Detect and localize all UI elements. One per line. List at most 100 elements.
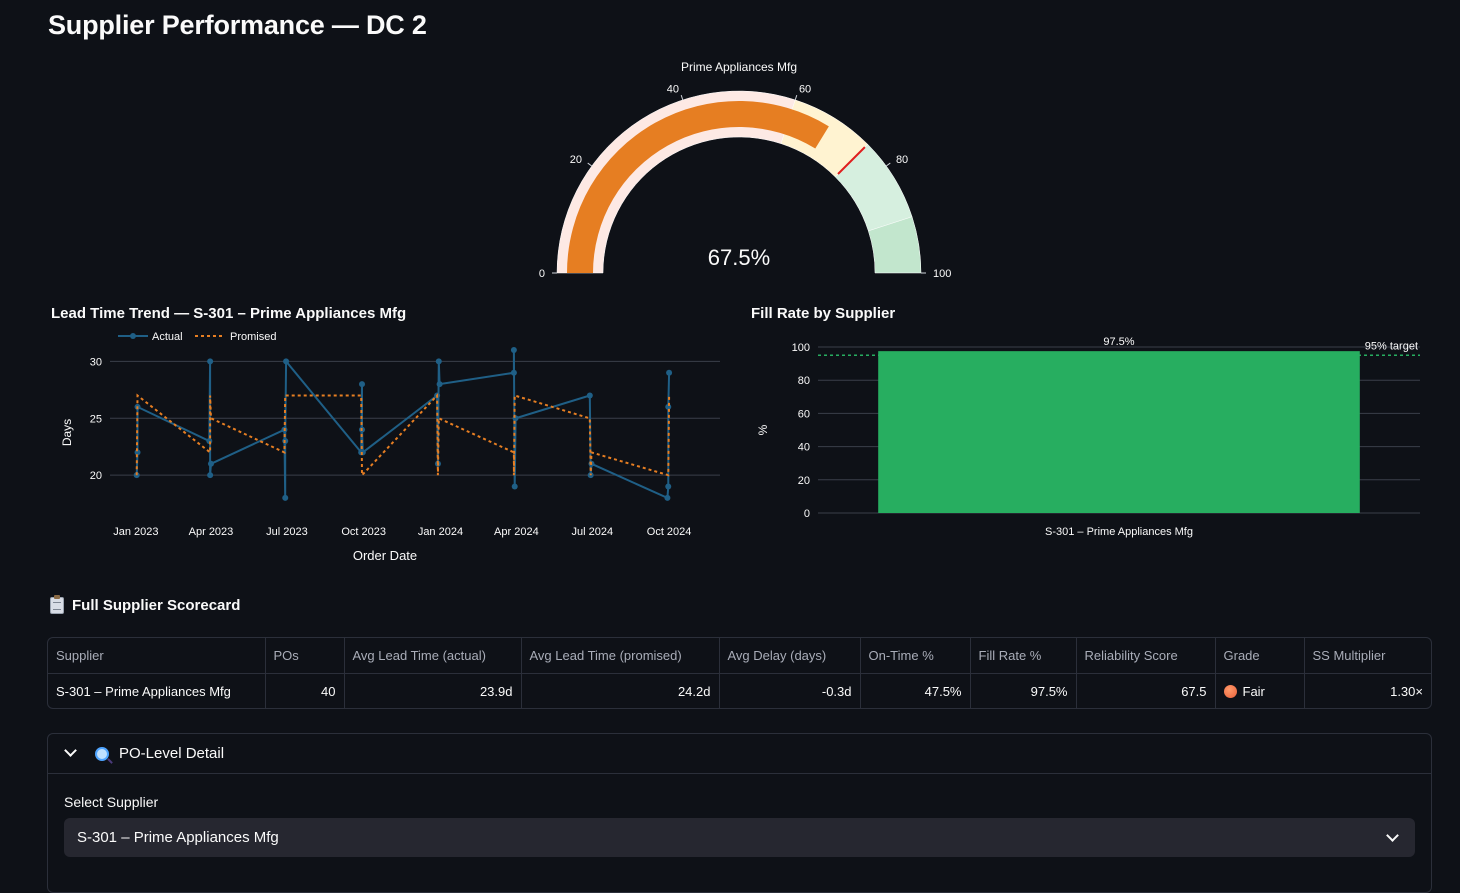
- x-tick-label: Oct 2023: [341, 526, 386, 538]
- x-tick-label: Apr 2024: [494, 526, 539, 538]
- y-axis-label: Days: [60, 419, 74, 446]
- gauge-tick-mark: [794, 94, 798, 101]
- gauge-step-3: [868, 216, 922, 274]
- lead-time-chart-title: Lead Time Trend — S-301 – Prime Applianc…: [51, 305, 406, 322]
- col-header-reliability[interactable]: Reliability Score: [1076, 638, 1216, 674]
- clipboard-icon: [50, 595, 64, 614]
- gauge-tick-label: 100: [933, 268, 951, 280]
- data-point: [436, 381, 443, 388]
- x-tick-label: Apr 2023: [189, 526, 234, 538]
- y-tick-label: 20: [798, 475, 810, 487]
- table-header-row: Supplier POs Avg Lead Time (actual) Avg …: [48, 638, 1431, 674]
- fill-rate-chart-title: Fill Rate by Supplier: [751, 305, 895, 322]
- grade-circle-icon: [1223, 685, 1237, 698]
- x-tick-label: Jul 2024: [572, 526, 614, 538]
- cell-reliability[interactable]: 67.5: [1076, 673, 1216, 708]
- data-point: [283, 358, 290, 365]
- cell-supplier[interactable]: S-301 – Prime Appliances Mfg: [48, 673, 266, 708]
- chevron-down-icon: [1386, 829, 1399, 842]
- data-point: [665, 483, 672, 490]
- cell-avg-lead-actual[interactable]: 23.9d: [344, 673, 522, 708]
- select-supplier-label: Select Supplier: [64, 794, 159, 810]
- data-point: [207, 472, 214, 479]
- x-tick-label: S-301 – Prime Appliances Mfg: [1045, 526, 1193, 538]
- scorecard-title: Full Supplier Scorecard: [50, 595, 241, 614]
- scorecard-title-text: Full Supplier Scorecard: [72, 597, 241, 614]
- supplier-select[interactable]: S-301 – Prime Appliances Mfg: [64, 818, 1415, 857]
- legend-actual-marker: [130, 333, 136, 339]
- data-point: [512, 415, 519, 422]
- y-tick-label: 40: [798, 442, 810, 454]
- col-header-on-time[interactable]: On-Time %: [860, 638, 971, 674]
- scorecard-table[interactable]: Supplier POs Avg Lead Time (actual) Avg …: [47, 637, 1432, 709]
- data-point: [586, 392, 593, 399]
- gauge-value-label: 67.5%: [708, 245, 770, 270]
- data-point: [510, 369, 517, 376]
- data-point: [207, 460, 214, 467]
- po-detail-toggle[interactable]: PO-Level Detail: [48, 734, 1431, 774]
- gauge-tick-label: 0: [539, 268, 545, 280]
- data-point: [510, 347, 517, 353]
- fill-rate-chart: Fill Rate by Supplier 0 20 40 60 80 100% 97.5% S…: [751, 305, 1420, 538]
- chevron-down-icon: [64, 744, 77, 757]
- target-label: 95% target: [1365, 340, 1418, 352]
- gauge-value-bar: [567, 100, 829, 273]
- reliability-gauge: 0 20 40 60 80 100 Prime Appliances Mfg 67.5%: [539, 60, 951, 280]
- lead-time-chart: Lead Time Trend — S-301 – Prime Applianc…: [51, 305, 720, 563]
- gauge-threshold-line: [837, 146, 866, 175]
- cell-on-time[interactable]: 47.5%: [860, 673, 971, 708]
- gauge-tick-label: 20: [570, 154, 582, 166]
- data-point: [359, 381, 366, 388]
- magnifier-icon: [95, 746, 109, 761]
- cell-avg-lead-promised[interactable]: 24.2d: [521, 673, 720, 708]
- grade-label: Fair: [1242, 684, 1265, 699]
- x-axis-label: Order Date: [353, 548, 417, 563]
- data-point: [511, 483, 518, 490]
- y-tick-label: 30: [90, 356, 102, 368]
- y-axis-label: %: [756, 424, 770, 435]
- y-tick-label: 20: [90, 470, 102, 482]
- col-header-pos[interactable]: POs: [265, 638, 345, 674]
- cell-avg-delay[interactable]: -0.3d: [719, 673, 861, 708]
- page-title: Supplier Performance — DC 2: [48, 10, 427, 40]
- x-tick-label: Jul 2023: [266, 526, 308, 538]
- col-header-avg-delay[interactable]: Avg Delay (days): [719, 638, 861, 674]
- cell-fill-rate[interactable]: 97.5%: [970, 673, 1077, 708]
- po-detail-title: PO-Level Detail: [119, 745, 225, 762]
- data-point: [359, 449, 366, 456]
- col-header-avg-lead-promised[interactable]: Avg Lead Time (promised): [521, 638, 720, 674]
- supplier-select-value: S-301 – Prime Appliances Mfg: [77, 829, 279, 846]
- bar: [878, 351, 1360, 513]
- col-header-supplier[interactable]: Supplier: [48, 638, 266, 674]
- col-header-grade[interactable]: Grade: [1215, 638, 1305, 674]
- data-point: [664, 494, 671, 501]
- gauge-tick-label: 60: [799, 83, 811, 95]
- col-header-ss-multiplier[interactable]: SS Multiplier: [1304, 638, 1431, 674]
- cell-ss-multiplier[interactable]: 1.30×: [1390, 684, 1423, 699]
- data-point: [666, 369, 673, 376]
- gauge-tick-label: 80: [896, 154, 908, 166]
- gauge-tick-mark: [587, 162, 593, 167]
- gauge-title: Prime Appliances Mfg: [681, 60, 797, 74]
- legend-actual-label: Actual: [152, 331, 183, 343]
- y-tick-label: 0: [804, 508, 810, 520]
- data-point: [207, 358, 214, 365]
- table-row[interactable]: S-301 – Prime Appliances Mfg 40 23.9d 24…: [48, 673, 1431, 708]
- legend-promised-label: Promised: [230, 331, 276, 343]
- x-tick-label: Jan 2024: [418, 526, 463, 538]
- data-point: [282, 494, 289, 501]
- y-tick-label: 80: [798, 375, 810, 387]
- cell-pos[interactable]: 40: [265, 673, 345, 708]
- y-tick-label: 60: [798, 408, 810, 420]
- y-tick-label: 100: [792, 342, 810, 354]
- gauge-tick-mark: [680, 94, 684, 101]
- y-tick-label: 25: [90, 413, 102, 425]
- x-tick-label: Jan 2023: [113, 526, 158, 538]
- col-header-avg-lead-actual[interactable]: Avg Lead Time (actual): [344, 638, 522, 674]
- cell-grade[interactable]: Fair: [1215, 673, 1305, 708]
- col-header-fill-rate[interactable]: Fill Rate %: [970, 638, 1077, 674]
- po-detail-expander: PO-Level Detail Select Supplier S-301 – …: [47, 733, 1432, 893]
- bar-data-label: 97.5%: [1103, 336, 1134, 348]
- gauge-tick-label: 40: [667, 83, 679, 95]
- gauge-tick-mark: [885, 162, 891, 167]
